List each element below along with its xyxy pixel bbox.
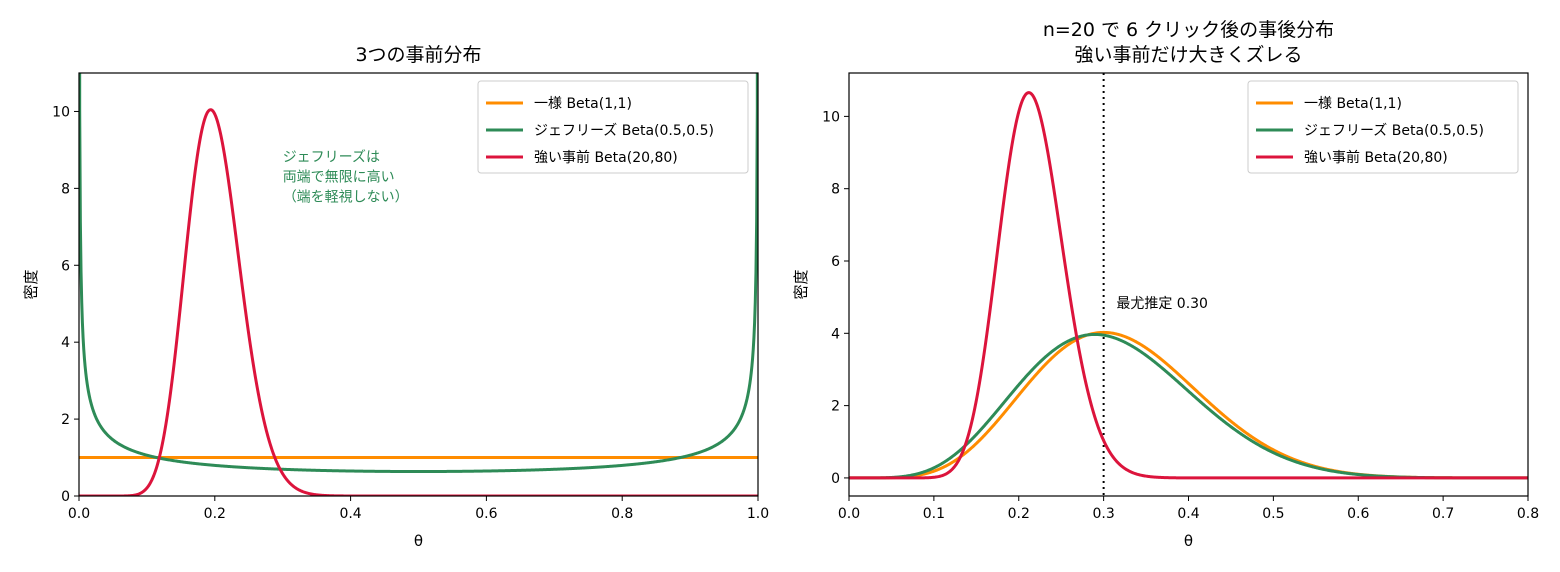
legend-label-1: 一様 Beta(1,1): [534, 96, 632, 112]
y-axis-label: 密度: [792, 269, 810, 299]
x-tick-label: 0.1: [923, 506, 945, 522]
annotation-text: 両端で無限に高い: [283, 168, 395, 185]
legend-label-1: 一様 Beta(1,1): [1304, 96, 1402, 112]
y-tick-label: 6: [831, 254, 840, 270]
series-line-3: [79, 108, 758, 496]
x-tick-label: 0.3: [1092, 506, 1114, 522]
y-axis-label: 密度: [22, 269, 40, 299]
legend-label-2: ジェフリーズ Beta(0.5,0.5): [534, 123, 714, 139]
y-tick-label: 0: [831, 471, 840, 487]
legend: 一様 Beta(1,1) ジェフリーズ Beta(0.5,0.5) 強い事前 Bet…: [477, 80, 749, 174]
y-tick-label: 8: [61, 181, 70, 197]
annotation-text: ジェフリーズは: [283, 149, 380, 165]
x-tick-label: 0.0: [68, 506, 90, 522]
y-tick-label: 4: [831, 326, 840, 342]
y-tick-label: 0: [61, 489, 70, 505]
x-tick-label: 0.7: [1432, 506, 1454, 522]
y-tick-label: 4: [61, 335, 70, 351]
annotation-text: 最尤推定 0.30: [1116, 296, 1208, 312]
chart-title: 3つの事前分布: [355, 44, 481, 66]
x-axis-label: θ: [1184, 532, 1193, 550]
series-line-3: [849, 91, 1528, 480]
x-tick-label: 0.2: [204, 506, 226, 522]
axes-frame: [78, 72, 759, 497]
y-tick-label: 2: [831, 399, 840, 415]
legend-box: [1247, 80, 1519, 174]
x-tick-label: 0.4: [1177, 506, 1199, 522]
x-tick-label: 0.5: [1262, 506, 1284, 522]
annotation-text: （端を軽視しない）: [283, 189, 409, 205]
x-tick-label: 0.4: [339, 506, 361, 522]
chart-title: n=20 で 6 クリック後の事後分布: [1043, 19, 1334, 41]
y-tick-label: 10: [822, 109, 840, 125]
chart-subtitle: 強い事前だけ大きくズレる: [1074, 44, 1302, 66]
plot-area: [849, 91, 1528, 480]
x-tick-label: 0.0: [838, 506, 860, 522]
plot-area: [79, 0, 758, 496]
y-tick-label: 8: [831, 182, 840, 198]
x-tick-label: 0.2: [1008, 506, 1030, 522]
legend: 一様 Beta(1,1) ジェフリーズ Beta(0.5,0.5) 強い事前 Bet…: [1247, 80, 1519, 174]
axes-frame: [848, 72, 1529, 497]
x-tick-label: 0.6: [1347, 506, 1369, 522]
chart-panel-1: 3つの事前分布 0.0 0.2 0.4 0.6 0.8 1.0 0 2 4 6 8 10 θ 密度 ジェフリー…: [22, 0, 769, 550]
x-tick-label: 0.6: [475, 506, 497, 522]
legend-box: [477, 80, 749, 174]
legend-label-2: ジェフリーズ Beta(0.5,0.5): [1304, 123, 1484, 139]
legend-label-3: 強い事前 Beta(20,80): [1304, 149, 1448, 166]
x-tick-label: 1.0: [747, 506, 769, 522]
y-tick-label: 6: [61, 258, 70, 274]
legend-label-3: 強い事前 Beta(20,80): [534, 149, 678, 166]
x-tick-label: 0.8: [611, 506, 633, 522]
y-tick-label: 2: [61, 412, 70, 428]
y-tick-label: 10: [52, 104, 70, 120]
x-tick-label: 0.8: [1517, 506, 1539, 522]
x-axis-label: θ: [414, 532, 423, 550]
